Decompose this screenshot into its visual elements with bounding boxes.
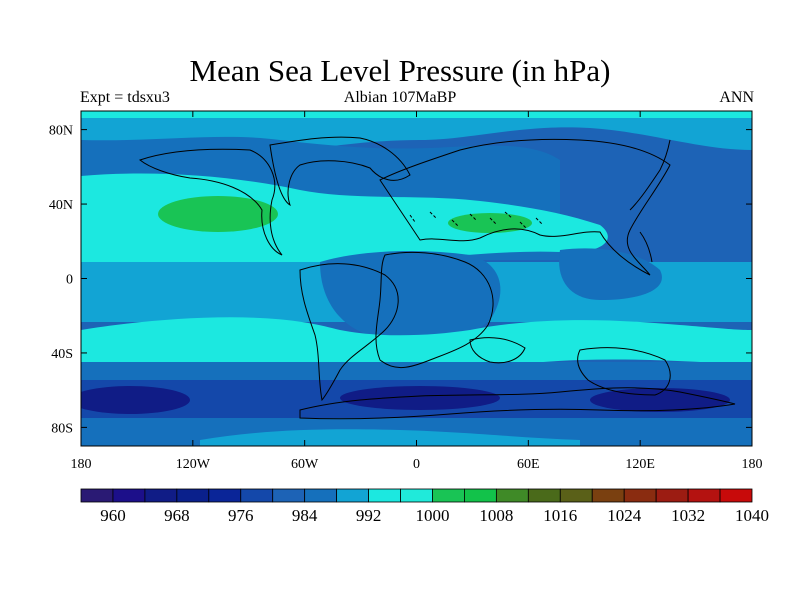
coastline-eurasia	[379, 138, 671, 276]
colorbar-tick-label: 1016	[543, 506, 577, 525]
colorbar-swatch	[304, 488, 338, 503]
field-band-equatorial-low-2	[559, 248, 662, 300]
coastline-india	[469, 337, 526, 364]
x-tick-label: 180	[71, 457, 92, 472]
y-tick-label: 80S	[51, 421, 73, 436]
colorbar-swatch	[336, 488, 369, 503]
colorbar-tick-label: 984	[292, 506, 318, 525]
x-tick-label: 180	[742, 457, 763, 472]
colorbar-swatch	[623, 488, 657, 503]
colorbar-tick-label: 1008	[479, 506, 513, 525]
field-band-antarctic-light	[200, 429, 580, 446]
field-band-equatorial-low-1	[320, 250, 501, 341]
coastline-africa	[375, 251, 494, 368]
colorbar-tick-label: 960	[100, 506, 126, 525]
season-label: ANN	[719, 89, 754, 106]
low-pressure-cell-south-3	[590, 388, 730, 412]
colorbar-swatch	[495, 488, 529, 503]
period-label: Albian 107MaBP	[343, 89, 457, 106]
field-band-subtropical-south	[81, 317, 752, 373]
field-band-subtropical-north-outer	[60, 176, 81, 262]
colorbar: 960 968 976 984 992 1000 1008 1016 1024 1032 1040	[80, 488, 769, 525]
colorbar-swatch	[112, 488, 146, 503]
coastline-south-america	[299, 263, 399, 402]
colorbar-swatch	[687, 488, 721, 503]
map-field	[60, 111, 752, 446]
x-tick-label: 60W	[291, 457, 319, 472]
low-pressure-cell-south-1	[81, 386, 190, 414]
colorbar-tick-label: 1000	[415, 506, 449, 525]
colorbar-swatch	[464, 488, 497, 503]
x-tick-label: 0	[413, 457, 420, 472]
x-tick-label: 120W	[176, 457, 211, 472]
y-tick-label: 80N	[49, 124, 73, 139]
experiment-label: Expt = tdsxu3	[80, 89, 170, 106]
x-tick-label: 60E	[517, 457, 540, 472]
colorbar-swatch	[144, 488, 178, 503]
colorbar-tick-label: 1040	[735, 506, 769, 525]
high-pressure-cell-tethys	[448, 213, 532, 233]
colorbar-swatch	[176, 488, 210, 503]
colorbar-tick-label: 1024	[607, 506, 642, 525]
colorbar-swatch	[591, 488, 625, 503]
colorbar-tick-label: 976	[228, 506, 254, 525]
coastline-east-asia	[629, 139, 671, 263]
high-pressure-cell-pacific	[158, 196, 278, 232]
x-tick-label: 120E	[625, 457, 655, 472]
colorbar-swatch	[432, 488, 465, 503]
y-tick-label: 0	[66, 273, 73, 288]
colorbar-swatch	[80, 488, 114, 503]
y-tick-label: 40N	[49, 198, 73, 213]
coastline-australia	[577, 347, 671, 396]
map-axes: 180 120W 60W 0 60E 120E 180 80N 40N 0 40S 80S	[49, 111, 763, 472]
low-pressure-cell-south-2	[340, 386, 500, 410]
colorbar-swatch	[527, 488, 561, 503]
colorbar-tick-label: 968	[164, 506, 190, 525]
colorbar-swatch	[719, 488, 753, 503]
colorbar-swatch	[368, 488, 401, 503]
coastline-north-america	[138, 148, 283, 256]
colorbar-tick-label: 992	[356, 506, 382, 525]
coastlines	[138, 136, 736, 420]
colorbar-swatch	[655, 488, 689, 503]
coastline-antarctica	[299, 387, 736, 420]
coastline-arctic	[269, 136, 411, 207]
colorbar-tick-label: 1032	[671, 506, 705, 525]
map-title: Mean Sea Level Pressure (in hPa)	[189, 53, 611, 88]
colorbar-swatch	[272, 488, 306, 503]
y-tick-label: 40S	[51, 347, 73, 362]
colorbar-swatch	[240, 488, 274, 503]
colorbar-swatch	[208, 488, 242, 503]
colorbar-swatch	[559, 488, 593, 503]
colorbar-swatch	[400, 488, 433, 503]
